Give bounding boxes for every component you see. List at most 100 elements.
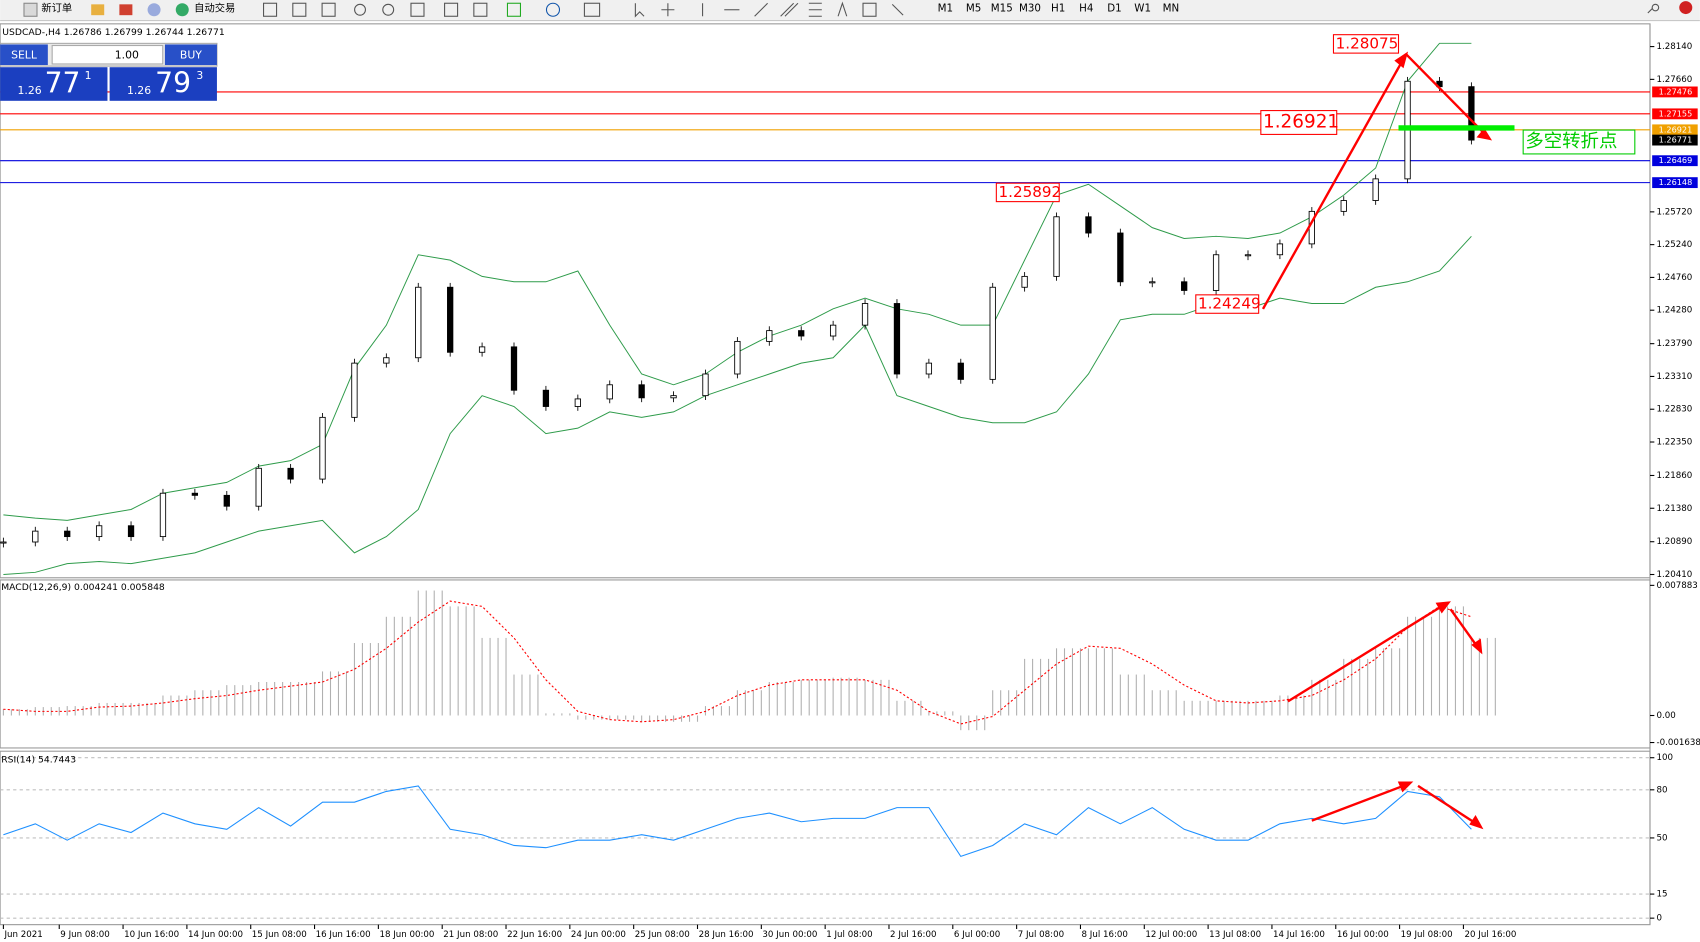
timeframe-button[interactable]: M5 (966, 3, 981, 15)
timeframe-button[interactable]: W1 (1134, 3, 1151, 15)
timeframe-button[interactable]: M15 (991, 3, 1013, 15)
toolbar-icon[interactable] (147, 3, 161, 17)
timeframe-button[interactable]: D1 (1107, 3, 1121, 15)
candle-body (861, 303, 869, 326)
templates-icon[interactable] (583, 2, 601, 17)
indicators-icon[interactable] (506, 2, 522, 17)
toolbar-icon[interactable] (119, 4, 133, 16)
text-tool[interactable] (837, 1, 848, 17)
x-tick-label: 16 Jul 00:00 (1337, 930, 1389, 940)
timeframe-button[interactable]: M30 (1019, 3, 1041, 15)
y-tick-label: 1.22350 (1656, 438, 1692, 448)
sell-label[interactable]: SELL (11, 48, 37, 61)
buy-label[interactable]: BUY (180, 48, 202, 61)
candle-body (957, 362, 964, 380)
candle-body (574, 398, 581, 407)
timeframe-button[interactable]: H4 (1079, 3, 1093, 15)
candle-body (191, 492, 199, 496)
candle-body (159, 492, 167, 538)
lot-value[interactable]: 1.00 (115, 48, 139, 61)
candle-body (223, 494, 230, 507)
arrow-head (1397, 781, 1414, 793)
candle-body (1117, 232, 1124, 283)
arrow-head (1471, 638, 1483, 655)
lot-input[interactable] (51, 44, 164, 65)
zoom-in[interactable] (354, 3, 366, 16)
x-tick-label: 30 Jun 00:00 (762, 930, 817, 940)
ask-big: 79 (155, 67, 191, 100)
toolbar-tools (263, 1, 1660, 18)
x-tick-label: 14 Jun 00:00 (188, 930, 243, 940)
ask-small: 3 (196, 69, 203, 82)
arrow-head (1394, 51, 1409, 69)
timeframe-button[interactable]: H1 (1051, 3, 1065, 15)
x-tick-label: 19 Jul 08:00 (1401, 930, 1453, 940)
candle-body (734, 340, 741, 375)
tool-icon[interactable] (473, 2, 488, 17)
one-click-trading: SELL 1.00 BUY 1.26 77 1 1.26 79 3 (0, 42, 218, 101)
y-tick-label: 1.22830 (1656, 405, 1692, 415)
y-tick-label: -0.001638 (1656, 738, 1700, 748)
tool-icon[interactable] (263, 2, 278, 17)
channel-tool[interactable] (780, 2, 799, 17)
macd-chart: 0.007883 0.00 -0.001638 (2, 581, 1700, 748)
label-tool[interactable] (862, 2, 877, 17)
timeframe-button[interactable]: MN (1163, 3, 1180, 15)
annotation-box (1195, 294, 1260, 314)
timeframe-button[interactable]: M1 (938, 3, 953, 15)
macd-arrow (1449, 608, 1479, 648)
x-tick-label: Jun 2021 (3, 930, 42, 940)
bid-box[interactable] (0, 67, 108, 101)
buy-button[interactable] (164, 44, 217, 66)
x-tick-label: 8 Jul 16:00 (1082, 930, 1128, 940)
search-icon[interactable] (1647, 3, 1660, 14)
x-tick-label: 16 Jun 16:00 (316, 930, 371, 940)
x-tick-label: 21 Jun 08:00 (443, 930, 498, 940)
sell-button[interactable] (0, 44, 48, 66)
toolbar-icon[interactable] (91, 4, 105, 16)
arrows-tool[interactable] (891, 3, 904, 16)
candle-body (1468, 86, 1475, 141)
annotation: 1.26921 (1263, 111, 1339, 132)
price-label: 1.26921 (1659, 124, 1693, 134)
notification-badge[interactable] (1679, 1, 1693, 15)
candle-body (64, 530, 71, 538)
candle-body (510, 346, 518, 391)
ask-box[interactable] (109, 67, 217, 101)
price-label-box (1652, 134, 1698, 146)
annotation: 1.25892 (999, 183, 1062, 201)
annotation-box (995, 182, 1060, 203)
auto-trading-button[interactable]: 自动交易 (194, 2, 235, 15)
x-tick-label: 2 Jul 16:00 (890, 930, 936, 940)
price-label-box (1652, 177, 1698, 189)
symbol-header: USDCAD-,H4 1.26786 1.26799 1.26744 1.267… (2, 27, 224, 38)
candle-body (606, 384, 613, 400)
price-label-box (1652, 108, 1698, 120)
cursor-tool[interactable] (634, 3, 645, 18)
periods-icon[interactable] (545, 2, 561, 17)
x-tick-label: 15 Jun 08:00 (252, 930, 307, 940)
note: 多空转折点 (1525, 131, 1617, 152)
zoom-out[interactable] (382, 3, 395, 16)
bid-small: 1 (85, 69, 92, 82)
y-tick-label: 100 (1656, 753, 1673, 763)
new-order-button[interactable]: 新订单 (41, 2, 72, 15)
trendline-tool[interactable] (754, 2, 768, 17)
tool-icon[interactable] (292, 2, 307, 17)
candle-body (95, 525, 103, 538)
auto-trading-icon[interactable] (175, 3, 189, 17)
y-tick-label: 1.21380 (1656, 504, 1692, 514)
new-order-icon[interactable] (23, 2, 38, 17)
fibo-tool[interactable] (808, 2, 822, 17)
tool-icon[interactable] (321, 2, 336, 17)
y-tick-label: 1.23790 (1656, 339, 1692, 349)
x-tick-label: 14 Jul 16:00 (1273, 930, 1325, 940)
tool-icon[interactable] (410, 2, 425, 17)
tool-icon[interactable] (444, 2, 459, 17)
timeframe-bar: M1 M5 M15 M30 H1 H4 D1 W1 MN (938, 3, 1179, 15)
y-tick-label: 1.25240 (1656, 240, 1692, 250)
crosshair-tool[interactable] (661, 3, 675, 17)
ask-prefix: 1.26 (127, 84, 151, 97)
